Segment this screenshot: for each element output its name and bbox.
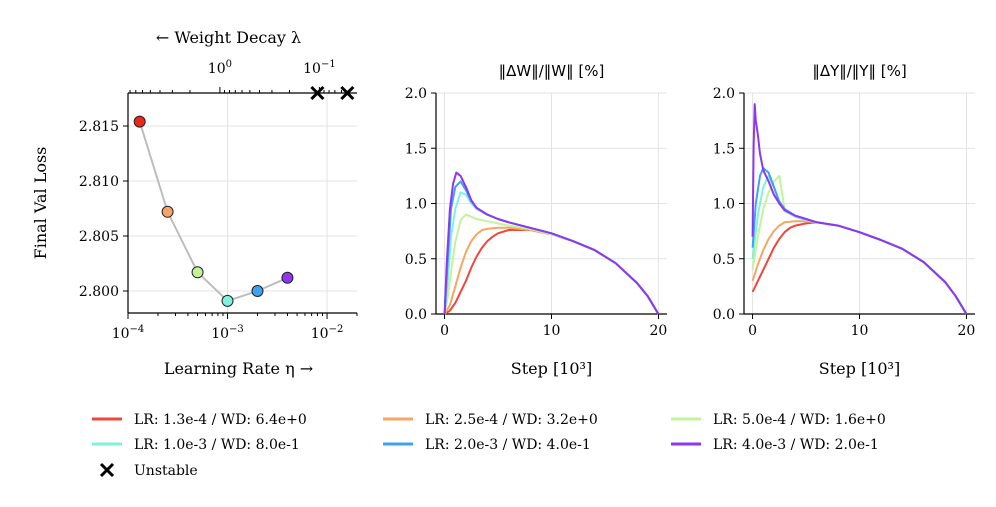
x-tick-label: 20 — [958, 323, 976, 339]
weight-update-panel: 0 10 20 0.0 0.5 1.0 1.5 2.0 ‖ΔW‖/‖W‖ [%] Step [10… — [405, 62, 668, 378]
legend-label: LR: 1.0e-3 / WD: 8.0e-1 — [134, 437, 300, 453]
y-tick-label: 1.5 — [713, 141, 735, 157]
y-tick-label: 2.0 — [713, 86, 735, 102]
legend-item: Unstable — [99, 462, 198, 479]
x-tick-label: 10−3 — [211, 324, 244, 342]
y-tick-label: 2.810 — [79, 174, 119, 190]
legend-item: LR: 2.5e-4 / WD: 3.2e+0 — [383, 412, 598, 428]
data-point — [281, 271, 294, 284]
unstable-marker — [340, 85, 355, 101]
legend-item: LR: 1.3e-4 / WD: 6.4e+0 — [92, 412, 307, 428]
x-axis-label: Step [10³] — [511, 359, 592, 378]
data-point — [251, 285, 264, 297]
legend-item: LR: 1.0e-3 / WD: 8.0e-1 — [92, 437, 300, 453]
legend-label: LR: 5.0e-4 / WD: 1.6e+0 — [713, 412, 886, 428]
y-tick-label: 0.5 — [713, 252, 735, 268]
legend-label: Unstable — [134, 463, 198, 479]
y-tick-label: 0.5 — [405, 252, 427, 268]
data-point — [191, 266, 204, 279]
loss-vs-lr-panel: 10−4 10−3 10−2 100 10−1← Weight Decay λ 2.800… — [31, 28, 358, 378]
top-axis-label: ← Weight Decay λ — [156, 28, 301, 47]
y-tick-label: 1.0 — [713, 197, 735, 213]
y-tick-label: 2.815 — [79, 119, 119, 135]
series-line — [751, 103, 968, 315]
legend-cross — [99, 462, 115, 478]
x-tick-label: 0 — [440, 323, 449, 339]
y-axis-label: Final Val Loss — [31, 147, 50, 260]
unstable-marker-stroke — [340, 85, 355, 101]
legend-label: LR: 2.5e-4 / WD: 3.2e+0 — [425, 412, 598, 428]
panel-title: ‖ΔW‖/‖W‖ [%] — [499, 62, 605, 80]
legend-item: LR: 4.0e-3 / WD: 2.0e-1 — [671, 437, 879, 453]
legend-label: LR: 4.0e-3 / WD: 2.0e-1 — [713, 437, 879, 453]
x-axis-label: Learning Rate η → — [164, 359, 313, 378]
x-tick-label: 10−4 — [112, 324, 145, 342]
legend-label: LR: 2.0e-3 / WD: 4.0e-1 — [425, 437, 591, 453]
y-tick-label: 2.805 — [79, 229, 119, 245]
y-tick-label: 1.0 — [405, 197, 427, 213]
unstable-marker — [310, 85, 325, 101]
legend-item: LR: 2.0e-3 / WD: 4.0e-1 — [383, 437, 591, 453]
y-tick-label: 2.0 — [405, 86, 427, 102]
data-point — [221, 294, 234, 307]
series-line — [443, 171, 660, 315]
output-update-panel: 0 10 20 0.0 0.5 1.0 1.5 2.0 ‖ΔY‖/‖Y‖ [%] Step [10… — [713, 62, 976, 378]
x-tick-label: 10 — [851, 323, 869, 339]
y-tick-label: 0.0 — [405, 307, 427, 323]
y-tick-label: 1.5 — [405, 141, 427, 157]
x-tick-label: 0 — [748, 323, 757, 339]
legend-item: LR: 5.0e-4 / WD: 1.6e+0 — [671, 412, 886, 428]
top-tick-label: 10−1 — [303, 59, 336, 77]
x-tick-label: 10−2 — [311, 324, 344, 342]
x-tick-label: 10 — [543, 323, 561, 339]
legend: LR: 1.3e-4 / WD: 6.4e+0 LR: 2.5e-4 / WD: … — [92, 412, 886, 479]
data-point — [161, 205, 174, 218]
y-tick-label: 0.0 — [713, 307, 735, 323]
top-tick-label: 100 — [208, 59, 232, 77]
y-tick-label: 2.800 — [79, 284, 119, 300]
legend-label: LR: 1.3e-4 / WD: 6.4e+0 — [134, 412, 307, 428]
x-axis-label: Step [10³] — [819, 359, 900, 378]
x-tick-label: 20 — [650, 323, 668, 339]
panel-title: ‖ΔY‖/‖Y‖ [%] — [812, 62, 906, 80]
data-point — [133, 115, 146, 128]
unstable-marker-stroke — [310, 85, 325, 101]
